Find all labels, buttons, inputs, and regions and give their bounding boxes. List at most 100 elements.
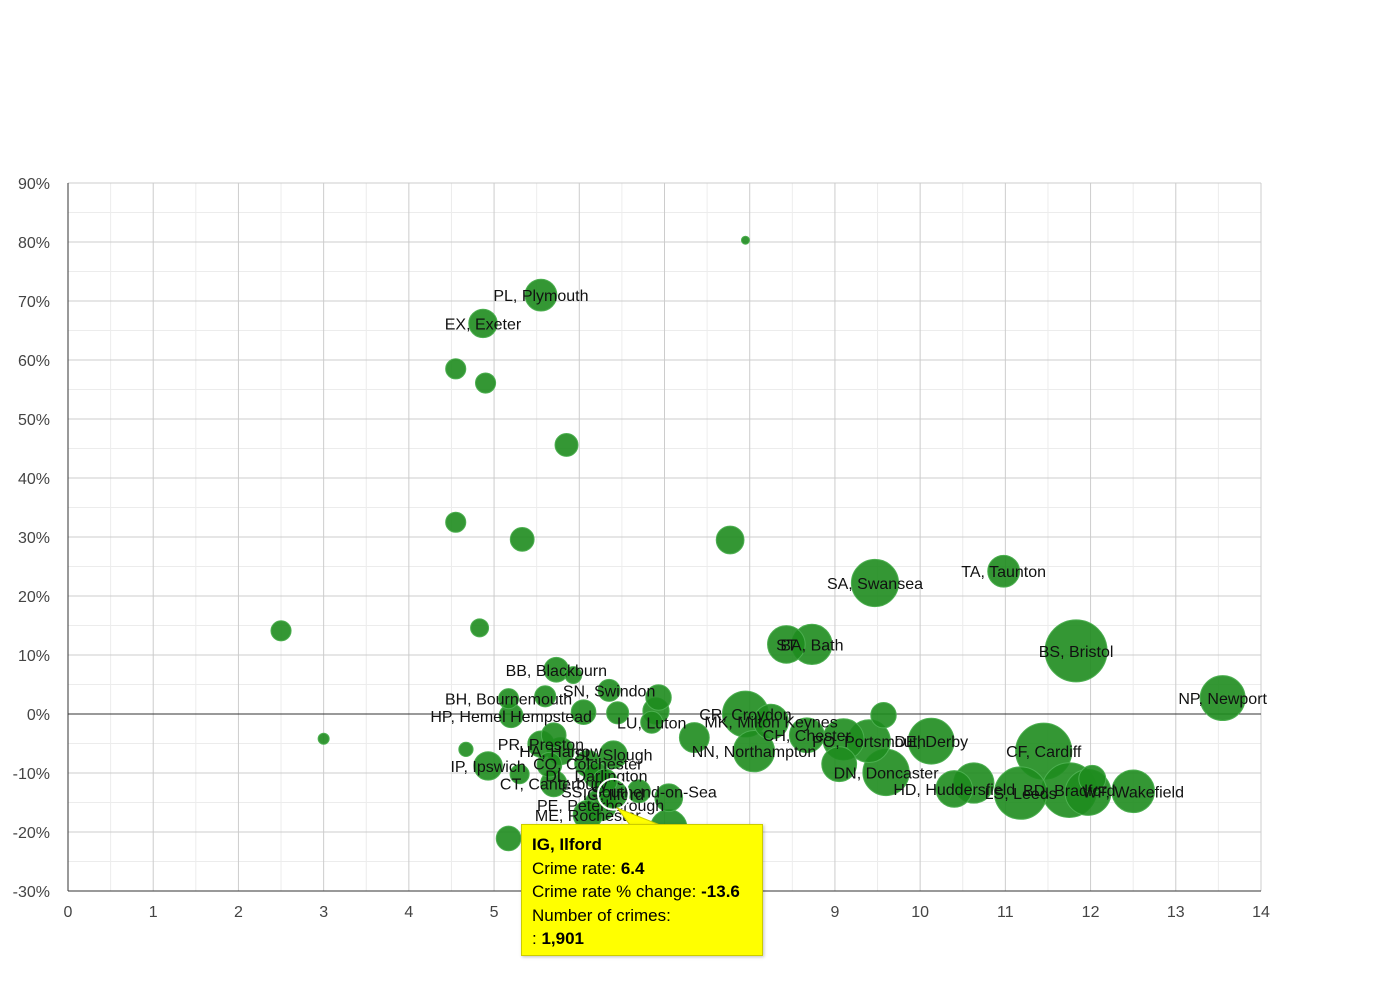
bubble-label: NP, Newport <box>1178 691 1267 708</box>
bubble-label-layer: PL, Plymouth EX, Exeter SA, Swansea TA, Tau… <box>430 288 1267 825</box>
bubble-point[interactable] <box>645 684 672 711</box>
bubble-point[interactable] <box>987 554 1021 588</box>
bubble-point[interactable] <box>740 235 750 245</box>
bubble-point[interactable] <box>850 558 900 608</box>
y-tick-label: 30% <box>18 530 50 547</box>
x-tick-label: 5 <box>490 904 499 921</box>
bubble-point[interactable] <box>678 722 710 754</box>
bubble-point[interactable] <box>509 764 530 785</box>
y-tick-label: 80% <box>18 235 50 252</box>
bubble-point[interactable] <box>540 722 567 749</box>
bubble-point[interactable] <box>753 703 789 740</box>
bubble-point[interactable] <box>498 688 520 710</box>
bubble-point[interactable] <box>1111 769 1156 814</box>
bubble-point[interactable] <box>509 526 535 552</box>
bubble-point[interactable] <box>1199 675 1246 722</box>
bubble-label: NN, Northampton <box>692 744 817 761</box>
x-tick-label: 11 <box>997 904 1014 921</box>
bubble-point[interactable] <box>788 717 825 754</box>
bubble-point[interactable] <box>993 766 1048 820</box>
bubble-point[interactable] <box>473 751 503 781</box>
x-tick-label: 2 <box>234 904 243 921</box>
y-tick-label: 50% <box>18 412 50 429</box>
x-tick-label: 4 <box>404 904 413 921</box>
tooltip-change-value: -13.6 <box>701 882 740 901</box>
bubble-label: SA, Swansea <box>827 576 923 593</box>
tooltip-title: IG, Ilford <box>532 835 602 854</box>
bubble-label: BH, Bournemouth <box>445 692 572 709</box>
bubble-label: MK, Milton Keynes <box>704 715 837 732</box>
bubble-label: EX, Exeter <box>445 316 522 333</box>
bubble-label: LU, Luton <box>617 715 686 732</box>
bubble-label: HD, Huddersfield <box>893 782 1015 799</box>
bubble-point[interactable] <box>474 372 497 394</box>
bubble-point[interactable] <box>468 308 498 339</box>
y-tick-label: -10% <box>13 766 50 783</box>
bubble-label: ST <box>776 637 797 654</box>
y-tick-label: 40% <box>18 471 50 488</box>
tooltip: IG, Ilford Crime rate: 6.4 Crime rate % … <box>521 824 763 956</box>
y-tick-label: 70% <box>18 294 50 311</box>
tooltip-rate-label: Crime rate: <box>532 858 617 878</box>
bubble-label: CH, Chester <box>763 728 852 745</box>
x-tick-label: 12 <box>1082 904 1100 921</box>
bubble-point[interactable] <box>907 717 955 765</box>
bubble-label: CR, Croydon <box>699 707 791 724</box>
bubble-point[interactable] <box>570 699 597 726</box>
bubble-point[interactable] <box>554 432 579 457</box>
tooltip-count-value: 1,901 <box>541 929 585 948</box>
bubble-label: IP, Ipswich <box>450 759 525 776</box>
bubble-label: WF, Wakefield <box>1082 784 1184 801</box>
bubble-label: CT, Canterbury <box>500 777 608 794</box>
bubble-point[interactable] <box>606 701 630 725</box>
bubble-point[interactable] <box>599 740 628 770</box>
x-tick-label: 13 <box>1167 904 1185 921</box>
tooltip-change-label: Crime rate % change: <box>532 882 697 901</box>
bubble-point[interactable] <box>270 620 292 642</box>
x-tick-label: 10 <box>911 904 929 921</box>
y-tick-label: -30% <box>13 884 50 901</box>
y-tick-label: 10% <box>18 648 50 665</box>
tick-label-layer: 0123456789101112131490%80%70%60%50%40%30… <box>13 176 1270 921</box>
x-tick-label: 3 <box>319 904 328 921</box>
bubble-point[interactable] <box>1044 619 1108 683</box>
bubble-point[interactable] <box>524 278 558 312</box>
y-tick-label: 20% <box>18 589 50 606</box>
bubble-label: HP, Hemel Hempstead <box>430 709 592 726</box>
bubble-label: TA, Taunton <box>961 564 1046 581</box>
bubble-label: PR, Preston <box>498 737 584 754</box>
bubble-point[interactable] <box>534 685 557 708</box>
bubble-point[interactable] <box>597 678 621 702</box>
bubble-point[interactable] <box>445 358 467 380</box>
bubble-point[interactable] <box>821 746 858 783</box>
bubble-point[interactable] <box>715 525 745 555</box>
tooltip-count-prefix: : <box>532 929 537 948</box>
bubble-label: ME, Rochester <box>535 808 641 825</box>
bubble-point[interactable] <box>640 710 664 734</box>
bubble-point[interactable] <box>767 625 806 664</box>
bubble-point[interactable] <box>732 730 776 773</box>
tooltip-count-label: Number of crimes: <box>532 905 671 925</box>
x-tick-label: 0 <box>64 904 73 921</box>
bubble-point[interactable] <box>317 732 330 745</box>
bubble-label: BD, Bradford <box>1023 783 1115 800</box>
bubble-label: SL, Slough <box>574 748 652 765</box>
bubble-point[interactable] <box>654 783 684 813</box>
bubble-point[interactable] <box>470 618 490 638</box>
bubble-point[interactable] <box>870 701 897 729</box>
bubble-label: PE, Peterborough <box>537 798 664 815</box>
bubble-point[interactable] <box>536 751 563 778</box>
bubble-point[interactable] <box>458 741 474 758</box>
bubble-point[interactable] <box>564 666 583 684</box>
bubble-point[interactable] <box>445 511 467 533</box>
bubble-point[interactable] <box>495 825 522 852</box>
y-tick-label: 90% <box>18 176 50 193</box>
x-tick-label: 1 <box>149 904 158 921</box>
bubble-point[interactable] <box>935 770 973 808</box>
highlight-ring <box>597 777 630 811</box>
bubble-point[interactable] <box>1078 764 1107 793</box>
y-tick-label: 60% <box>18 353 50 370</box>
bubble-label: LS, Leeds <box>985 786 1057 803</box>
x-tick-label: 14 <box>1252 904 1270 921</box>
